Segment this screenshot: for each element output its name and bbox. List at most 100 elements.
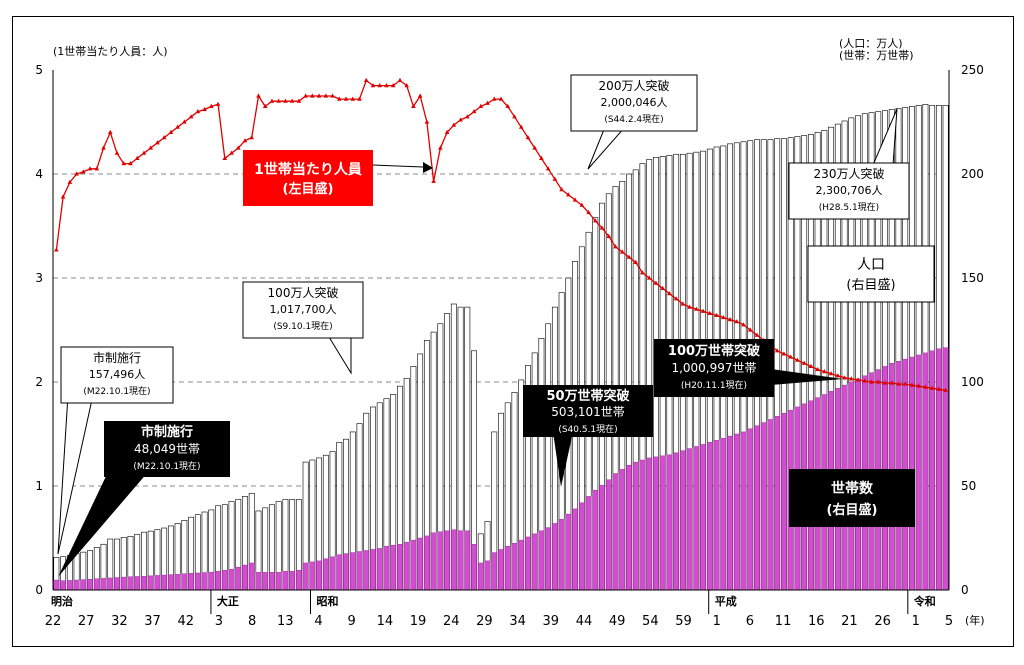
household-bar	[363, 550, 370, 591]
persons-per-household-point	[694, 306, 699, 311]
x-tick-label: 13	[277, 614, 294, 629]
household-bar	[612, 473, 619, 591]
persons-per-household-point	[148, 145, 153, 150]
legend-population: 人口 (右目盛)	[807, 245, 935, 303]
household-bar	[228, 569, 235, 591]
household-bar	[201, 572, 208, 591]
household-bar	[67, 580, 73, 591]
persons-per-household-point	[134, 155, 140, 160]
household-bar	[686, 448, 693, 591]
year-unit: (年)	[965, 613, 985, 627]
annotation-city-population: 市制施行 157,496人 (M22.10.1現在)	[57, 346, 174, 555]
persons-per-household-point	[431, 178, 436, 183]
persons-per-household-point	[808, 363, 814, 368]
persons-per-household-point	[242, 138, 248, 143]
x-tick-label: 9	[348, 614, 356, 629]
household-bar	[774, 416, 781, 591]
persons-per-household-point	[209, 103, 214, 108]
persons-per-household-point	[310, 93, 315, 98]
household-bar	[141, 576, 147, 591]
persons-per-household-point	[849, 376, 854, 381]
legend-hh-title: 世帯数	[831, 480, 874, 497]
pop-2m-value: 2,000,046人	[601, 96, 668, 109]
x-tick-label: 21	[841, 614, 858, 629]
household-bar	[572, 508, 578, 591]
persons-per-household-point	[377, 83, 383, 88]
era-label: 大正	[217, 594, 239, 608]
persons-per-household-point	[855, 377, 861, 382]
persons-per-household-point	[754, 332, 760, 337]
household-bar	[208, 571, 215, 591]
chart-frame: (1世帯当たり人員：人) (人口：万人) (世帯：万世帯) (年) 0 0 1 50 2…	[12, 16, 1014, 647]
persons-per-household-point	[74, 171, 79, 176]
household-bar	[282, 571, 289, 591]
persons-per-household-point	[357, 96, 362, 101]
persons-per-household-point	[155, 140, 160, 145]
persons-per-household-point	[471, 109, 477, 114]
persons-per-household-point	[572, 197, 578, 202]
x-tick-label: 54	[642, 614, 659, 629]
household-bar	[504, 546, 511, 591]
persons-per-household-point	[161, 135, 167, 140]
hh-500k-value: 503,101世帯	[551, 405, 625, 419]
persons-per-household-point	[613, 244, 618, 249]
x-tick-label: 26	[874, 614, 891, 629]
x-tick-label: 8	[248, 614, 256, 629]
pop-1m-date: (S9.10.1現在)	[273, 320, 332, 332]
household-bar	[464, 530, 471, 591]
household-bar	[262, 572, 269, 591]
persons-per-household-point	[875, 379, 881, 384]
persons-per-household-point	[566, 192, 571, 197]
persons-per-household-point	[451, 122, 457, 127]
persons-per-household-point	[552, 176, 558, 181]
persons-per-household-point	[619, 249, 625, 254]
persons-per-household-point	[444, 129, 450, 134]
household-bar	[289, 571, 295, 591]
household-bar	[936, 348, 942, 591]
persons-per-household-point	[633, 259, 639, 264]
household-bar	[248, 562, 255, 591]
persons-per-household-point	[276, 98, 281, 103]
household-bar	[592, 489, 599, 591]
persons-per-household-point	[916, 383, 921, 388]
persons-per-household-point	[747, 327, 753, 332]
persons-per-household-point	[646, 275, 652, 280]
persons-per-household-point	[902, 381, 908, 386]
household-bar	[107, 577, 114, 591]
household-bar	[120, 576, 127, 591]
household-bar	[53, 579, 60, 591]
household-bar	[680, 450, 686, 591]
household-bar	[195, 572, 201, 591]
household-bar	[430, 532, 437, 591]
hh-500k-date: (S40.5.1現在)	[558, 423, 617, 435]
household-bar	[720, 437, 727, 591]
household-bar	[700, 444, 706, 591]
persons-per-household-point	[67, 179, 73, 184]
legend-persons-title: 1世帯当たり人員	[254, 161, 362, 178]
legend-persons-scale: (左目盛)	[283, 181, 334, 197]
household-bar	[639, 459, 646, 591]
persons-per-household-point	[923, 384, 928, 389]
persons-per-household-point	[626, 254, 632, 259]
city-pop-value: 157,496人	[89, 368, 146, 381]
x-tick-label: 19	[410, 614, 427, 629]
persons-per-household-point	[707, 310, 713, 315]
persons-per-household-point	[390, 83, 396, 88]
persons-per-household-point	[801, 360, 807, 365]
x-tick-label: 44	[576, 614, 593, 629]
persons-per-household-point	[316, 93, 322, 98]
household-bar	[275, 572, 282, 591]
persons-per-household-point	[337, 96, 342, 101]
household-bar	[754, 425, 760, 591]
household-bar	[552, 523, 558, 591]
persons-per-household-point	[579, 202, 585, 207]
household-bar	[336, 554, 343, 591]
left-tick-label: 4	[35, 167, 43, 181]
persons-per-household-point	[518, 124, 524, 129]
persons-per-household-point	[370, 83, 376, 88]
persons-per-household-point	[87, 166, 93, 171]
household-bar	[713, 440, 720, 591]
persons-per-household-point	[121, 161, 127, 166]
persons-per-household-point	[188, 114, 194, 119]
persons-per-household-point	[828, 371, 834, 376]
